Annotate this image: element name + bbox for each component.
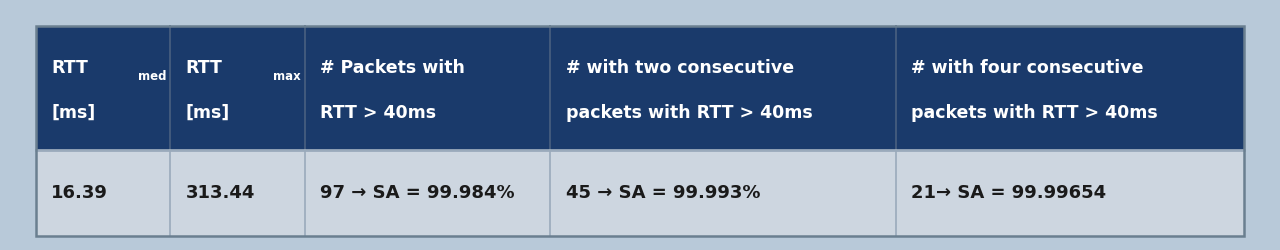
Text: # with two consecutive: # with two consecutive: [566, 59, 794, 77]
Text: 97 → SA = 99.984%: 97 → SA = 99.984%: [320, 184, 515, 202]
Text: packets with RTT > 40ms: packets with RTT > 40ms: [566, 104, 813, 122]
Text: [ms]: [ms]: [186, 104, 230, 122]
Text: RTT: RTT: [51, 59, 88, 77]
Text: packets with RTT > 40ms: packets with RTT > 40ms: [911, 104, 1158, 122]
Text: # Packets with: # Packets with: [320, 59, 465, 77]
Bar: [36, 26, 1244, 236]
Text: med: med: [138, 70, 166, 84]
Text: [ms]: [ms]: [51, 104, 96, 122]
Text: 45 → SA = 99.993%: 45 → SA = 99.993%: [566, 184, 760, 202]
Bar: [36, 26, 1244, 150]
Text: max: max: [273, 70, 301, 84]
Text: # with four consecutive: # with four consecutive: [911, 59, 1144, 77]
Text: 313.44: 313.44: [186, 184, 255, 202]
Text: 21→ SA = 99.99654: 21→ SA = 99.99654: [911, 184, 1106, 202]
Text: RTT: RTT: [186, 59, 223, 77]
Bar: [36, 150, 1244, 236]
Text: RTT > 40ms: RTT > 40ms: [320, 104, 436, 122]
Text: 16.39: 16.39: [51, 184, 108, 202]
